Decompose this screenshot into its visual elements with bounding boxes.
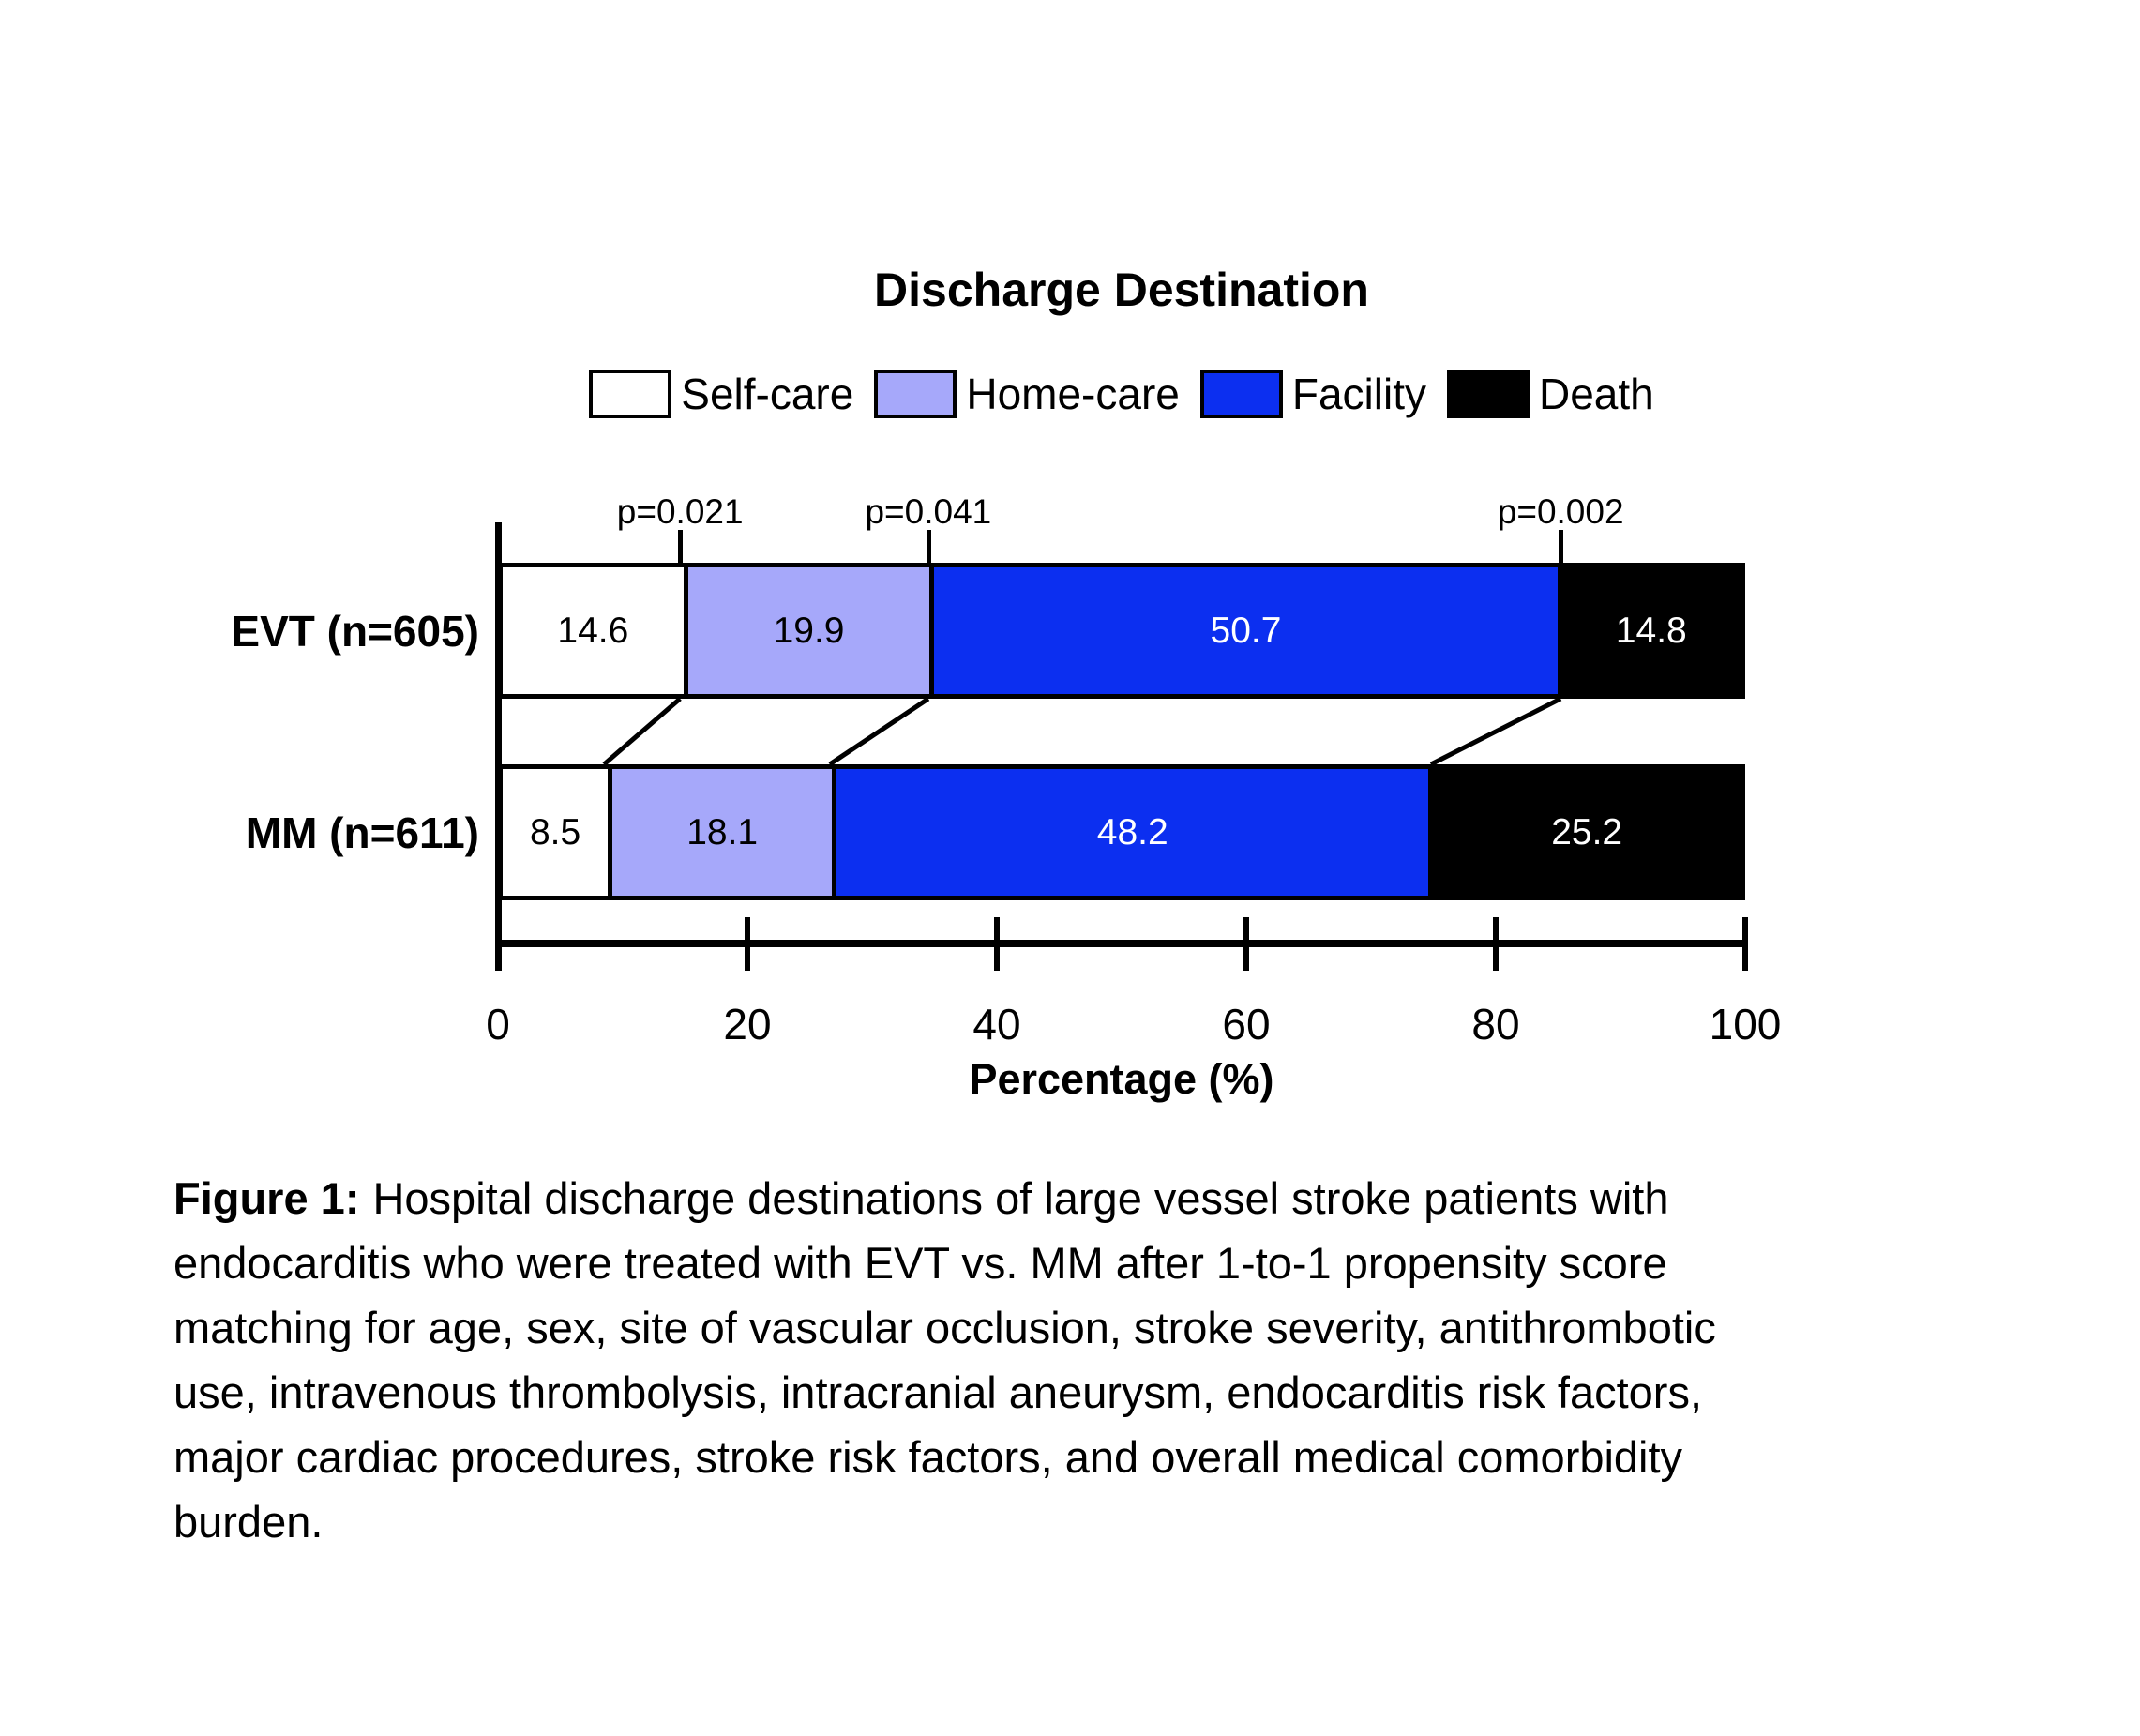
legend-item: Facility: [1199, 369, 1426, 419]
p-value-label: p=0.021: [616, 492, 744, 531]
connector-lines: [602, 699, 1562, 764]
category-label-evt: EVT (n=605): [231, 606, 479, 656]
legend-label: Home-care: [966, 370, 1180, 418]
p-value-label: p=0.041: [865, 492, 992, 531]
bar-segment-facility: 48.2: [832, 769, 1429, 896]
legend-swatch-self-care: [589, 370, 672, 418]
p-value-tick: [678, 530, 684, 563]
bar-segment-death: 14.8: [1557, 567, 1741, 694]
bar-segment-facility: 50.7: [929, 567, 1558, 694]
axis-tick-label: 80: [1471, 1000, 1520, 1049]
p-value-tick: [1559, 530, 1564, 563]
legend-item: Death: [1446, 369, 1654, 419]
p-value-label: p=0.002: [1497, 492, 1624, 531]
x-axis-title: Percentage (%): [969, 1055, 1274, 1103]
bar-segment-label: 18.1: [686, 811, 759, 853]
bar-row-mm: 8.5 18.1 48.2 25.2: [498, 764, 1745, 900]
bar-segment-self-care: 14.6: [503, 567, 684, 694]
bar-segment-label: 14.8: [1615, 610, 1687, 651]
legend-swatch-death: [1446, 370, 1530, 418]
bar-segment-home-care: 19.9: [683, 567, 930, 694]
x-axis-line: [495, 940, 1748, 947]
axis-tick: [495, 917, 501, 971]
axis-tick: [994, 917, 1000, 971]
caption-label: Figure 1:: [173, 1173, 360, 1223]
bar-segment-label: 14.6: [557, 610, 629, 651]
caption-text: Hospital discharge destinations of large…: [173, 1173, 1716, 1547]
bar-segment-home-care: 18.1: [608, 769, 833, 896]
plot-area: Percentage (%) 14.6 19.9 50.7 14.8 EVT (n=60…: [231, 492, 1781, 1179]
legend-label: Self-care: [681, 370, 854, 418]
bar-segment-label: 8.5: [529, 811, 581, 853]
axis-tick: [1742, 917, 1748, 971]
bar-segment-label: 19.9: [773, 610, 845, 651]
connector-line: [828, 699, 930, 764]
connector-line: [1429, 699, 1562, 764]
legend-item: Home-care: [874, 369, 1180, 419]
legend-label: Death: [1538, 370, 1654, 418]
bar-row-evt: 14.6 19.9 50.7 14.8: [498, 563, 1745, 699]
figure-caption: Figure 1: Hospital discharge destinations…: [173, 1166, 2058, 1554]
legend: Self-care Home-care Facility Death: [404, 366, 1839, 422]
chart-title: Discharge Destination: [874, 264, 1369, 316]
axis-tick-label: 40: [972, 1000, 1021, 1049]
axis-tick-label: 0: [486, 1000, 510, 1049]
legend-swatch-home-care: [874, 370, 957, 418]
legend-label: Facility: [1291, 370, 1426, 418]
bar-segment-self-care: 8.5: [503, 769, 609, 896]
connector-line: [602, 699, 682, 764]
y-axis-line: [495, 522, 502, 971]
category-label-mm: MM (n=611): [245, 808, 479, 857]
bar-segment-death: 25.2: [1428, 769, 1741, 896]
axis-tick: [745, 917, 750, 971]
axis-tick-label: 60: [1222, 1000, 1271, 1049]
axis-tick: [1243, 917, 1249, 971]
legend-item: Self-care: [589, 369, 853, 419]
bar-segment-label: 25.2: [1551, 811, 1623, 853]
bar-segment-label: 48.2: [1096, 811, 1168, 853]
p-value-tick: [926, 530, 931, 563]
axis-tick-label: 20: [723, 1000, 772, 1049]
axis-tick-label: 100: [1709, 1000, 1782, 1049]
legend-swatch-facility: [1199, 370, 1283, 418]
axis-tick: [1493, 917, 1499, 971]
bar-segment-label: 50.7: [1210, 610, 1282, 651]
